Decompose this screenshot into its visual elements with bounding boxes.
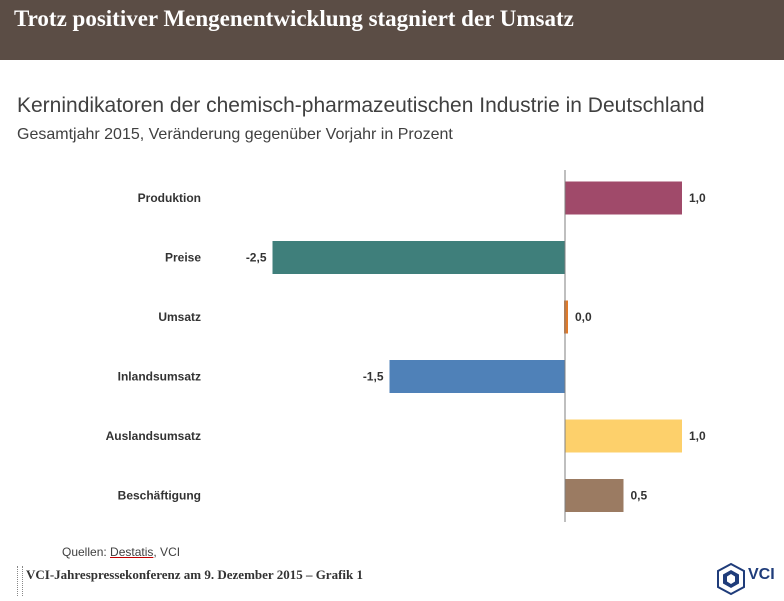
chart-title: Kernindikatoren der chemisch-pharmazeuti… <box>17 94 705 117</box>
value-label-besch-ftigung: 0,5 <box>631 489 648 503</box>
bar-preise <box>272 241 565 274</box>
vci-logo: VCI <box>716 562 780 598</box>
source-suffix: , VCI <box>153 545 181 559</box>
bar-inlandsumsatz <box>389 360 565 393</box>
vci-logo-icon <box>717 562 745 596</box>
category-label-preise: Preise <box>165 251 201 265</box>
value-label-preise: -2,5 <box>246 251 267 265</box>
value-label-inlandsumsatz: -1,5 <box>363 370 384 384</box>
bar-produktion <box>565 181 682 215</box>
source-note: Quellen: Destatis, VCI <box>62 545 180 559</box>
category-label-produktion: Produktion <box>138 191 201 205</box>
category-label-auslandsumsatz: Auslandsumsatz <box>106 429 201 443</box>
bar-auslandsumsatz <box>565 419 682 453</box>
source-link-destatis[interactable]: Destatis <box>110 545 154 559</box>
chart-subtitle: Gesamtjahr 2015, Veränderung gegenüber V… <box>17 126 453 143</box>
bar-chart: Produktion 1,0 Preise -2,5 Umsatz 0,0 Inlandsu… <box>106 170 706 522</box>
conference-footer: VCI-Jahrespressekonferenz am 9. Dezember… <box>26 567 363 582</box>
bar-besch-ftigung <box>565 479 624 512</box>
value-label-produktion: 1,0 <box>689 191 706 205</box>
bar-umsatz <box>564 300 568 334</box>
value-label-umsatz: 0,0 <box>575 310 592 324</box>
page-title: Trotz positiver Mengenentwicklung stagni… <box>14 6 574 31</box>
footer-divider <box>17 566 23 596</box>
source-prefix: Quellen: <box>62 545 111 559</box>
value-label-auslandsumsatz: 1,0 <box>689 429 706 443</box>
category-label-inlandsumsatz: Inlandsumsatz <box>118 370 201 384</box>
header-banner: Trotz positiver Mengenentwicklung stagni… <box>0 0 784 60</box>
logo-text: VCI <box>748 566 775 583</box>
category-label-besch-ftigung: Beschäftigung <box>118 489 201 503</box>
category-label-umsatz: Umsatz <box>158 310 201 324</box>
